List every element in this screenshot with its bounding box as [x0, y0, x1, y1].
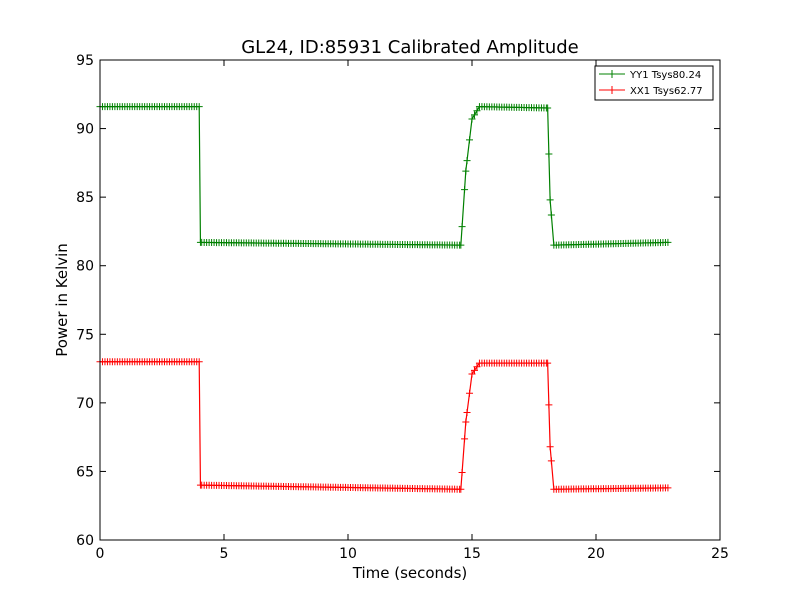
- x-tick-label: 10: [339, 546, 357, 562]
- x-tick-label: 15: [463, 546, 481, 562]
- x-tick-label: 0: [96, 546, 105, 562]
- x-tick-label: 25: [711, 546, 729, 562]
- legend: YY1 Tsys80.24 XX1 Tsys62.77: [594, 65, 714, 101]
- x-tick-label: 5: [220, 546, 229, 562]
- y-tick-label: 65: [76, 464, 94, 480]
- y-tick-label: 80: [76, 259, 94, 275]
- y-tick-label: 95: [76, 53, 94, 69]
- legend-box: [594, 65, 714, 101]
- y-axis-label: Power in Kelvin: [53, 243, 71, 357]
- y-tick-label: 75: [76, 327, 94, 343]
- y-tick-label: 90: [76, 122, 94, 138]
- y-tick-label: 70: [76, 396, 94, 412]
- plot-area: [100, 60, 720, 540]
- x-axis-label: Time (seconds): [352, 564, 468, 582]
- legend-marker-yy1: [608, 70, 616, 78]
- y-tick-label: 85: [76, 190, 94, 206]
- x-tick-label: 20: [587, 546, 605, 562]
- plot-frame: [99, 59, 721, 541]
- legend-label-yy1: YY1 Tsys80.24: [629, 70, 701, 81]
- data-layer: [96, 103, 672, 493]
- series-xx1: [96, 358, 672, 493]
- chart-title: GL24, ID:85931 Calibrated Amplitude: [241, 37, 579, 58]
- ticks-layer: 0 5 10 15 20 25 60 65 70 75 80 85 90 95: [76, 53, 729, 562]
- y-tick-label: 60: [76, 533, 94, 549]
- legend-marker-xx1: [608, 86, 616, 94]
- legend-label-xx1: XX1 Tsys62.77: [630, 86, 703, 97]
